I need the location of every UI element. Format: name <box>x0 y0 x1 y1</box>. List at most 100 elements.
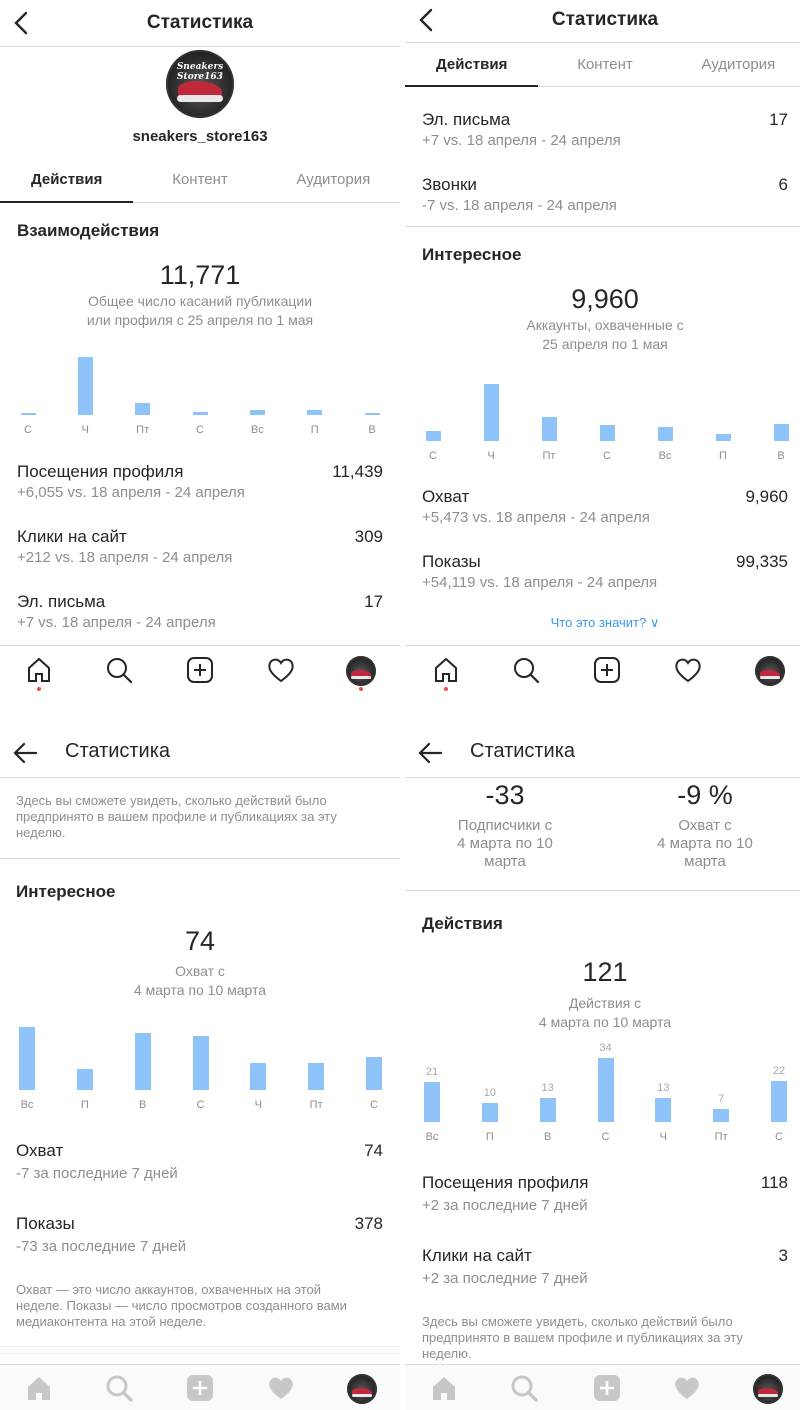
tab-bar: Действия Контент Аудитория <box>0 158 400 203</box>
back-icon[interactable] <box>10 10 34 36</box>
search-icon[interactable] <box>104 1373 134 1403</box>
profile-avatar-icon[interactable] <box>346 656 376 686</box>
what-does-it-mean-link[interactable]: Что это значит? ∨ <box>550 615 660 630</box>
profile-avatar-icon[interactable] <box>347 1374 377 1404</box>
metric-delta: +7 vs. 18 апреля - 24 апреля <box>17 614 216 631</box>
metric-emails[interactable]: Эл. письма 17 +7 vs. 18 апреля - 24 апре… <box>17 592 383 636</box>
separator <box>0 695 800 730</box>
home-icon[interactable] <box>429 1373 459 1403</box>
page-title: Статистика <box>65 740 171 762</box>
chart-bar <box>366 1057 382 1090</box>
note-line: неделе. Показы — число просмотров создан… <box>16 1298 347 1313</box>
chart-value-label: 13 <box>657 1081 670 1094</box>
page-title: Статистика <box>470 740 576 762</box>
chart-day-label: Ч <box>659 1131 667 1143</box>
chart-day-label: В <box>138 1099 147 1111</box>
home-icon[interactable] <box>431 655 461 685</box>
home-icon[interactable] <box>24 1373 54 1403</box>
chart-bar <box>713 1108 730 1122</box>
profile-avatar-icon[interactable] <box>753 1374 783 1404</box>
total-subtitle: Общее число касаний публикации или профи… <box>40 292 360 330</box>
metric-website-clicks[interactable]: Клики на сайт 3 +2 за последние 7 дней <box>422 1246 788 1290</box>
metric-delta: -7 за последние 7 дней <box>16 1165 178 1182</box>
chart-day-label: П <box>80 1099 89 1111</box>
chart-day-label: Вс <box>658 450 672 462</box>
bottom-nav <box>0 645 400 695</box>
chart-bar <box>773 424 789 441</box>
avatar[interactable]: Sneakers Store163 <box>166 50 234 118</box>
info-note: Здесь вы сможете увидеть, сколько действ… <box>422 1314 775 1362</box>
search-icon[interactable] <box>511 655 541 685</box>
subtitle-line-1: Действия с <box>568 995 642 1011</box>
chart-day-label: П <box>485 1131 494 1143</box>
metric-impressions[interactable]: Показы 99,335 +54,119 vs. 18 апреля - 24… <box>422 552 788 596</box>
subtitle-line-2: 4 марта по 10 марта <box>538 1014 672 1030</box>
back-arrow-icon[interactable] <box>12 740 38 766</box>
heart-icon[interactable] <box>266 655 296 685</box>
metric-impressions[interactable]: Показы 378 -73 за последние 7 дней <box>16 1214 383 1258</box>
add-post-icon[interactable] <box>185 1373 215 1403</box>
chart-value-label: 7 <box>718 1092 725 1105</box>
chart-value-label: 10 <box>483 1087 496 1100</box>
section-title: Взаимодействия <box>17 221 160 240</box>
chart-value-label: 13 <box>541 1081 554 1094</box>
metric-name: Эл. письма <box>422 110 511 129</box>
heart-icon[interactable] <box>266 1373 296 1403</box>
tab-content[interactable]: Контент <box>172 171 228 188</box>
metric-value: 11,439 <box>332 462 383 481</box>
metric-reach[interactable]: Охват 9,960 +5,473 vs. 18 апреля - 24 ап… <box>422 487 788 531</box>
stats-panel-4: Статистика -33 Подписчики с 4 марта по 1… <box>405 730 800 1410</box>
chart-day-label: П <box>719 450 727 462</box>
heart-icon[interactable] <box>673 655 703 685</box>
header: Статистика <box>405 0 800 43</box>
metric-name: Звонки <box>422 175 477 194</box>
caption-line: 4 марта по 10 <box>657 835 753 852</box>
home-icon[interactable] <box>24 655 54 685</box>
chart-bar <box>307 410 323 415</box>
chart-day-label: С <box>775 1131 783 1143</box>
back-icon[interactable] <box>415 7 439 33</box>
add-post-icon[interactable] <box>592 655 622 685</box>
reach-caption: Охват с 4 марта по 10 марта <box>605 817 800 871</box>
tab-content[interactable]: Контент <box>577 56 633 73</box>
chart-bar <box>308 1063 325 1090</box>
metric-value: 74 <box>364 1141 383 1160</box>
metric-profile-visits[interactable]: Посещения профиля 11,439 +6,055 vs. 18 а… <box>17 462 383 506</box>
search-icon[interactable] <box>509 1373 539 1403</box>
heart-icon[interactable] <box>672 1373 702 1403</box>
chart-day-label: Ч <box>254 1099 262 1111</box>
metric-reach[interactable]: Охват 74 -7 за последние 7 дней <box>16 1141 383 1185</box>
profile-avatar-icon[interactable] <box>755 656 785 686</box>
metric-profile-visits[interactable]: Посещения профиля 118 +2 за последние 7 … <box>422 1173 788 1217</box>
chart-bar <box>20 413 36 415</box>
subtitle-line-1: Аккаунты, охваченные с <box>526 317 684 333</box>
followers-caption: Подписчики с 4 марта по 10 марта <box>405 817 605 871</box>
search-icon[interactable] <box>104 655 134 685</box>
metric-delta: +7 vs. 18 апреля - 24 апреля <box>422 132 621 149</box>
total-reach: 74 <box>184 926 216 956</box>
bottom-nav <box>405 1364 800 1410</box>
add-post-icon[interactable] <box>185 655 215 685</box>
chart-bar <box>599 425 615 441</box>
notification-dot <box>37 687 41 691</box>
metric-value: 309 <box>354 527 383 546</box>
add-post-icon[interactable] <box>592 1373 622 1403</box>
metric-emails[interactable]: Эл. письма 17 +7 vs. 18 апреля - 24 апре… <box>422 110 788 154</box>
username: sneakers_store163 <box>132 128 268 145</box>
metric-calls[interactable]: Звонки 6 -7 vs. 18 апреля - 24 апреля <box>422 175 788 219</box>
note-line: неделю. <box>422 1346 472 1361</box>
chart-bar <box>19 1027 35 1090</box>
tab-audience[interactable]: Аудитория <box>296 171 371 188</box>
metric-name: Показы <box>16 1214 75 1233</box>
followers-summary: -33 Подписчики с 4 марта по 10 марта <box>405 780 605 871</box>
metric-website-clicks[interactable]: Клики на сайт 309 +212 vs. 18 апреля - 2… <box>17 527 383 571</box>
tab-audience[interactable]: Аудитория <box>701 56 776 73</box>
followers-change: -33 <box>485 780 525 810</box>
chart-bar <box>771 1080 787 1122</box>
chart-value-label: 34 <box>599 1042 612 1054</box>
back-arrow-icon[interactable] <box>417 740 443 766</box>
note-line: предпринято в вашем профиле и публикация… <box>16 809 337 824</box>
metric-value: 118 <box>760 1173 788 1192</box>
tab-actions[interactable]: Действия <box>0 158 134 203</box>
tab-actions[interactable]: Действия <box>405 43 539 87</box>
